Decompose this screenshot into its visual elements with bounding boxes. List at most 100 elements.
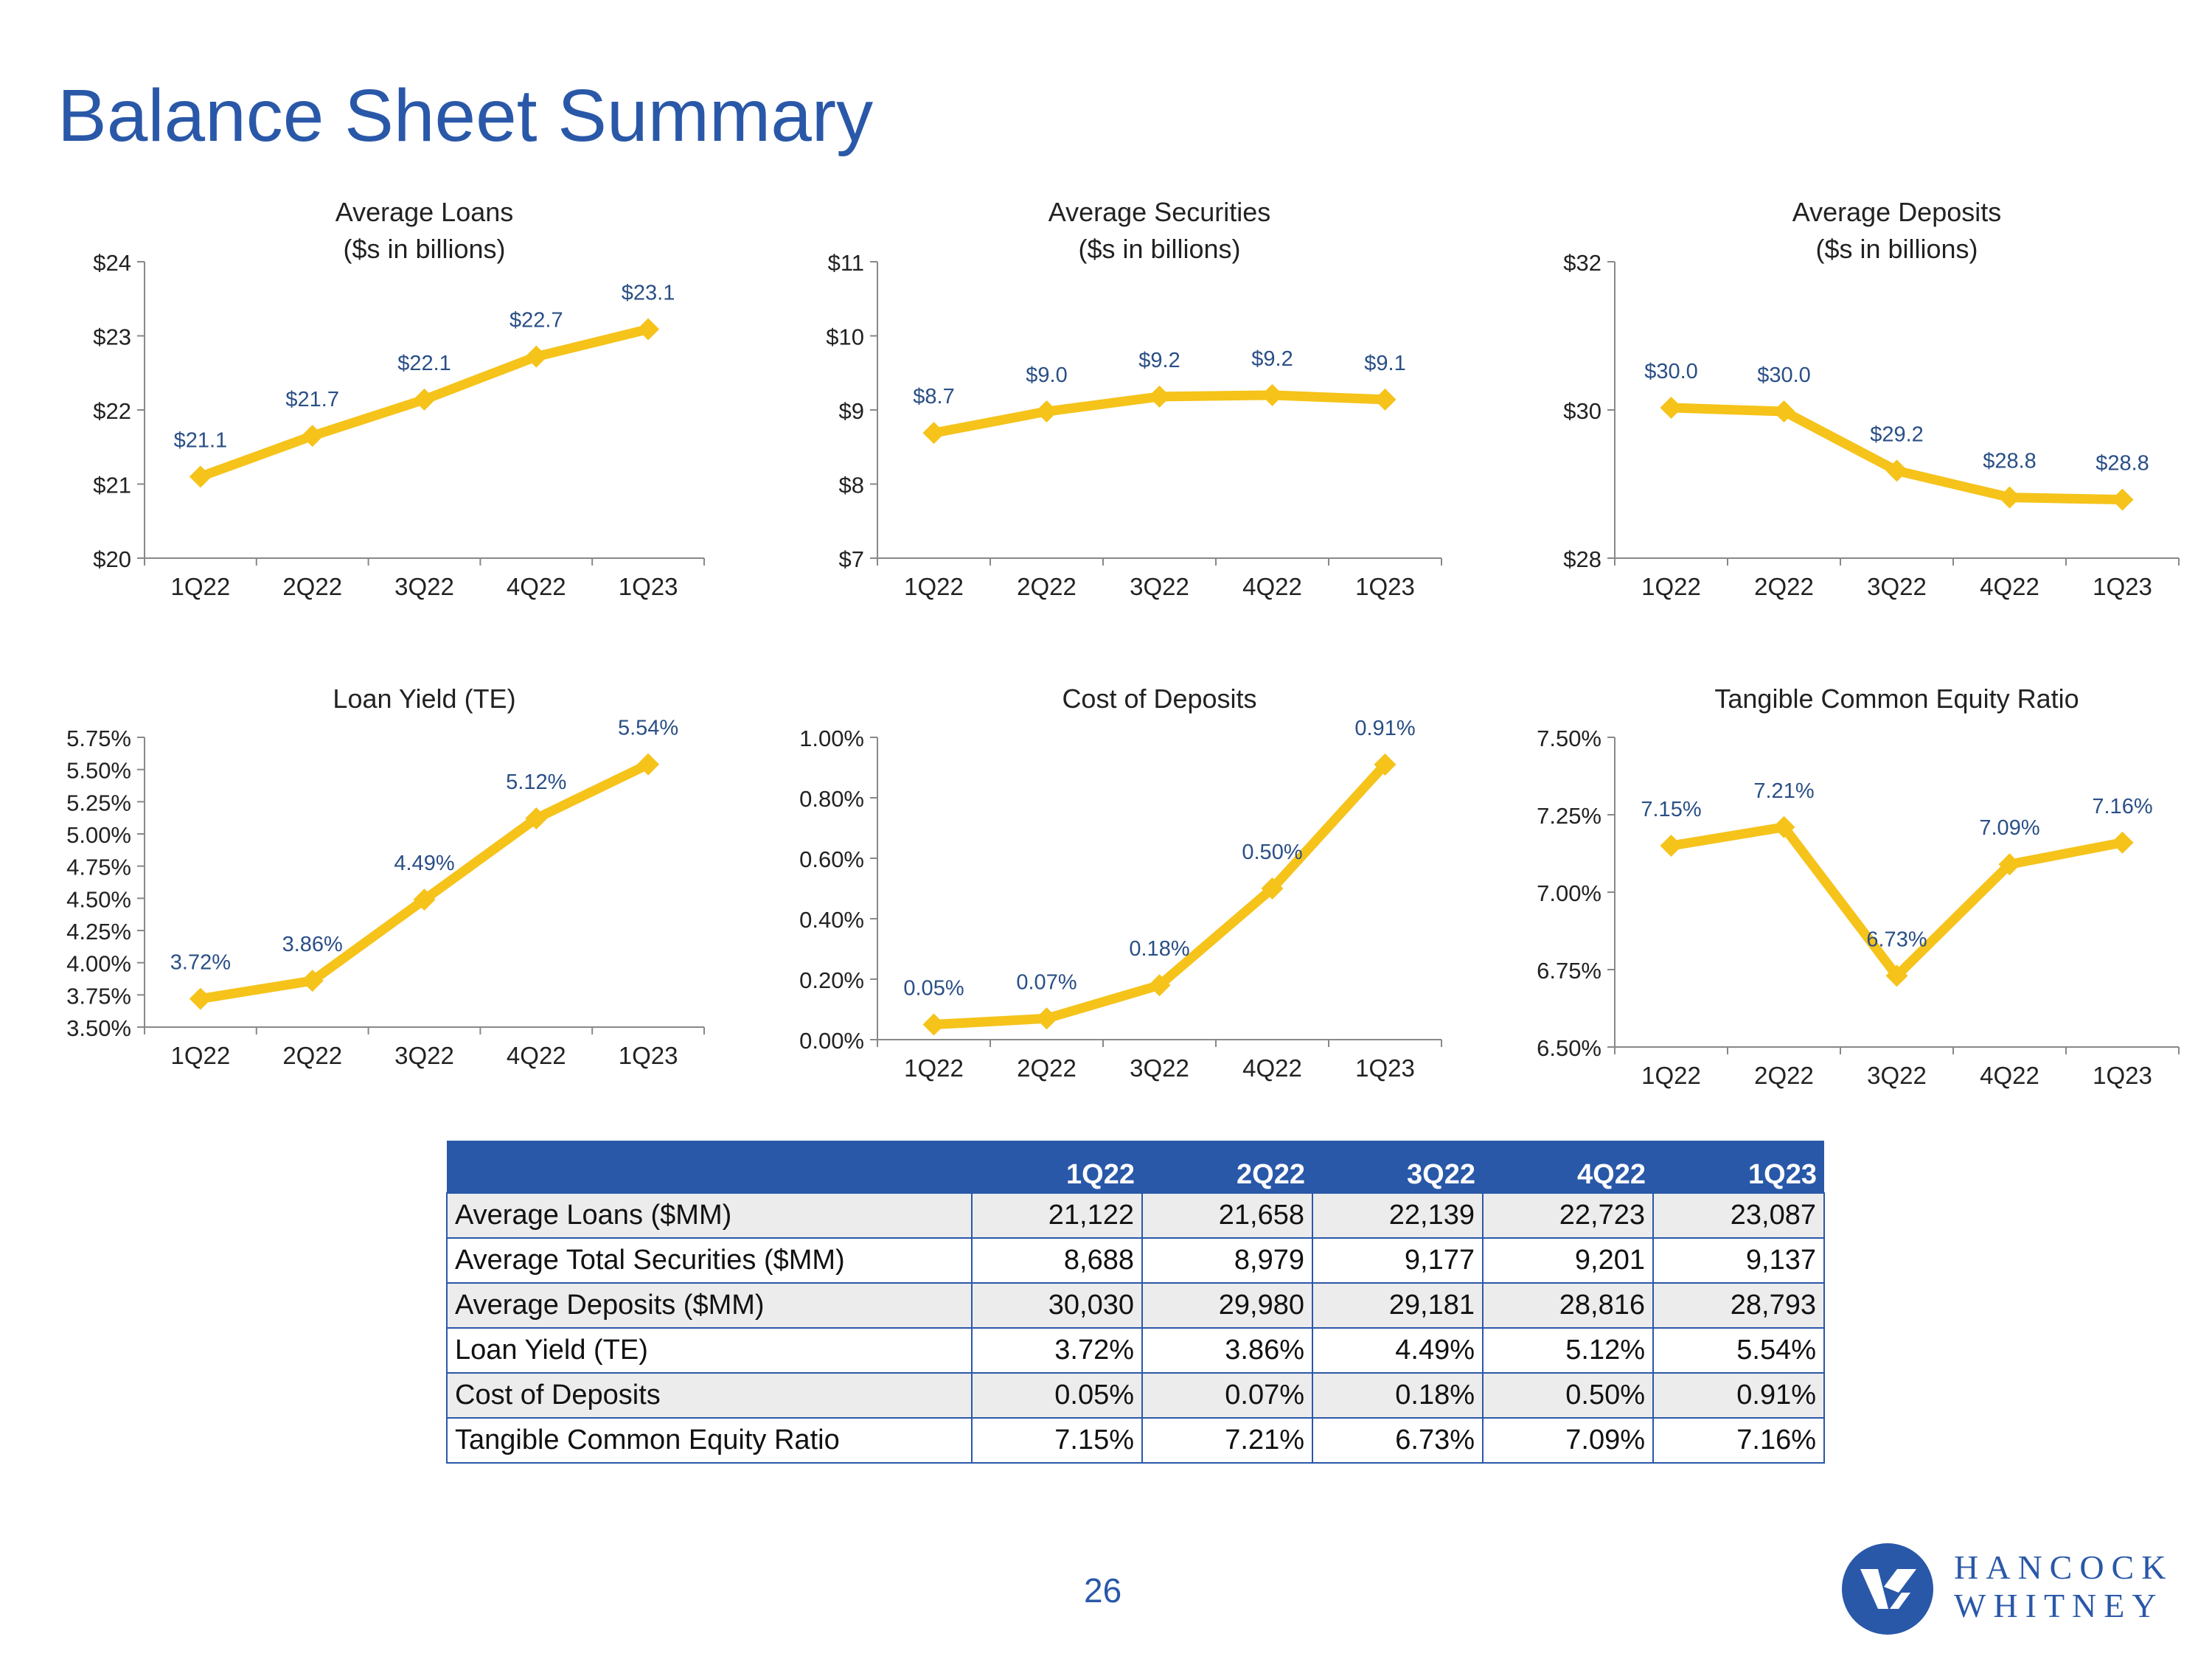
table-cell: 0.05% — [971, 1372, 1143, 1419]
x-tick-label: 1Q23 — [1355, 573, 1415, 600]
table-cell: 6.73% — [1312, 1417, 1484, 1464]
table-cell: 7.15% — [971, 1417, 1143, 1464]
y-tick-label: 0.40% — [799, 907, 864, 933]
data-point — [413, 388, 436, 411]
x-tick-label: 1Q23 — [619, 1042, 678, 1069]
data-point — [525, 807, 548, 830]
y-tick-label: 4.50% — [66, 886, 131, 912]
data-label: $28.8 — [2096, 452, 2149, 476]
data-label: 3.86% — [282, 933, 343, 956]
y-tick-label: 5.50% — [66, 758, 131, 784]
table-cell: 9,177 — [1312, 1237, 1484, 1284]
data-label: $23.1 — [622, 281, 675, 305]
data-label: $9.1 — [1364, 352, 1405, 375]
x-tick-label: 1Q22 — [904, 573, 964, 600]
table-row: Cost of Deposits 0.05% 0.07% 0.18% 0.50%… — [446, 1372, 1825, 1419]
chart-title: Cost of Deposits — [1062, 684, 1256, 714]
data-point — [1261, 383, 1284, 406]
logo-line-1: HANCOCK — [1954, 1548, 2174, 1586]
table-cell: 5.12% — [1482, 1327, 1654, 1374]
chart-svg: Average Loans ($s in billions) $20 $21 $22 $2… — [93, 197, 705, 600]
data-point — [922, 1013, 945, 1036]
x-tick-label: 3Q22 — [394, 573, 454, 600]
chart-subtitle: ($s in billions) — [343, 234, 505, 264]
data-label: $9.0 — [1026, 364, 1067, 387]
x-tick-label: 1Q23 — [2093, 573, 2152, 600]
data-label: $22.1 — [397, 352, 451, 375]
y-tick-label: $8 — [839, 473, 864, 498]
y-tick-label: 0.00% — [799, 1028, 864, 1054]
table-header-cell: 2Q22 — [1142, 1141, 1312, 1193]
chart-cost-of-deposits: Cost of Deposits 0.00% 0.20% 0.40% 0.60% 0.80… — [767, 667, 1445, 1102]
chart-svg: Average Deposits ($s in billions) $28 $30 $3… — [1563, 197, 2180, 600]
chart-title: Tangible Common Equity Ratio — [1714, 684, 2079, 714]
row-label: Tangible Common Equity Ratio — [446, 1417, 973, 1464]
x-tick-label: 1Q22 — [904, 1054, 964, 1082]
table-row: Average Deposits ($MM) 30,030 29,980 29,… — [446, 1282, 1825, 1329]
data-label: 0.05% — [903, 977, 964, 1001]
page-title: Balance Sheet Summary — [58, 74, 874, 157]
data-point — [1885, 459, 1908, 482]
table-cell: 22,723 — [1482, 1192, 1654, 1239]
data-label: $8.7 — [913, 385, 954, 408]
y-tick-label: $10 — [826, 324, 864, 350]
table-header-cell: 4Q22 — [1483, 1141, 1653, 1193]
chart-svg: Tangible Common Equity Ratio 6.50% 6.75% 7.… — [1537, 684, 2180, 1089]
chart-average-deposits: Average Deposits ($s in billions) $28 $30 $3… — [1512, 195, 2190, 623]
x-tick-label: 1Q22 — [1641, 573, 1701, 600]
data-point — [1035, 400, 1058, 423]
data-label: 5.12% — [506, 771, 566, 794]
x-tick-label: 2Q22 — [282, 1042, 342, 1069]
y-tick-label: $9 — [839, 398, 864, 424]
data-label: 5.54% — [618, 717, 678, 740]
y-tick-label: 4.00% — [66, 951, 131, 977]
x-tick-label: 3Q22 — [394, 1042, 454, 1069]
table-cell: 8,979 — [1141, 1237, 1313, 1284]
table-cell: 8,688 — [971, 1237, 1143, 1284]
table-cell: 21,122 — [971, 1192, 1143, 1239]
table-cell: 5.54% — [1652, 1327, 1825, 1374]
table-cell: 9,201 — [1482, 1237, 1654, 1284]
y-tick-label: 7.50% — [1537, 726, 1601, 751]
table-cell: 30,030 — [971, 1282, 1143, 1329]
data-label: 0.07% — [1016, 970, 1077, 994]
table-cell: 28,816 — [1482, 1282, 1654, 1329]
chart-svg: Loan Yield (TE) 3.50% 3.75% 4.00% 4.25% 4.50%… — [66, 684, 705, 1069]
y-tick-label: $21 — [93, 473, 131, 498]
y-tick-label: 5.00% — [66, 822, 131, 848]
x-tick-label: 1Q23 — [1355, 1054, 1415, 1082]
chart-svg: Cost of Deposits 0.00% 0.20% 0.40% 0.60% 0.80… — [799, 684, 1442, 1082]
row-label: Average Deposits ($MM) — [446, 1282, 973, 1329]
table-cell: 7.16% — [1652, 1417, 1825, 1464]
row-label: Average Loans ($MM) — [446, 1192, 973, 1239]
row-label: Cost of Deposits — [446, 1372, 973, 1419]
y-tick-label: 3.50% — [66, 1015, 131, 1041]
data-point — [922, 422, 945, 445]
y-tick-label: 7.25% — [1537, 803, 1601, 829]
summary-table: 1Q22 2Q22 3Q22 4Q22 1Q23 Average Loans (… — [446, 1141, 1825, 1464]
data-label: 7.15% — [1641, 798, 1701, 821]
x-tick-label: 3Q22 — [1867, 573, 1927, 600]
y-tick-label: 4.25% — [66, 919, 131, 945]
chart-subtitle: ($s in billions) — [1078, 234, 1240, 264]
data-label: 0.91% — [1354, 717, 1415, 740]
data-point — [525, 345, 548, 368]
y-tick-label: $22 — [93, 398, 131, 424]
data-point — [1374, 753, 1397, 776]
table-row: Average Total Securities ($MM) 8,688 8,9… — [446, 1237, 1825, 1284]
row-label: Average Total Securities ($MM) — [446, 1237, 973, 1284]
series-line — [1666, 822, 2127, 981]
data-point — [1773, 400, 1795, 423]
data-label: 7.21% — [1753, 779, 1814, 803]
logo-wordmark: HANCOCK WHITNEY — [1954, 1548, 2173, 1625]
y-tick-label: 5.75% — [66, 726, 131, 751]
data-point — [189, 465, 212, 488]
y-tick-label: $20 — [93, 546, 131, 572]
chart-title: Average Loans — [335, 197, 514, 227]
x-tick-label: 2Q22 — [1754, 1062, 1814, 1089]
x-tick-label: 4Q22 — [1980, 573, 2039, 600]
data-label: $30.0 — [1644, 360, 1698, 383]
data-point — [301, 970, 324, 992]
table-header-cell: 3Q22 — [1312, 1141, 1483, 1193]
x-tick-label: 2Q22 — [1017, 1054, 1077, 1082]
